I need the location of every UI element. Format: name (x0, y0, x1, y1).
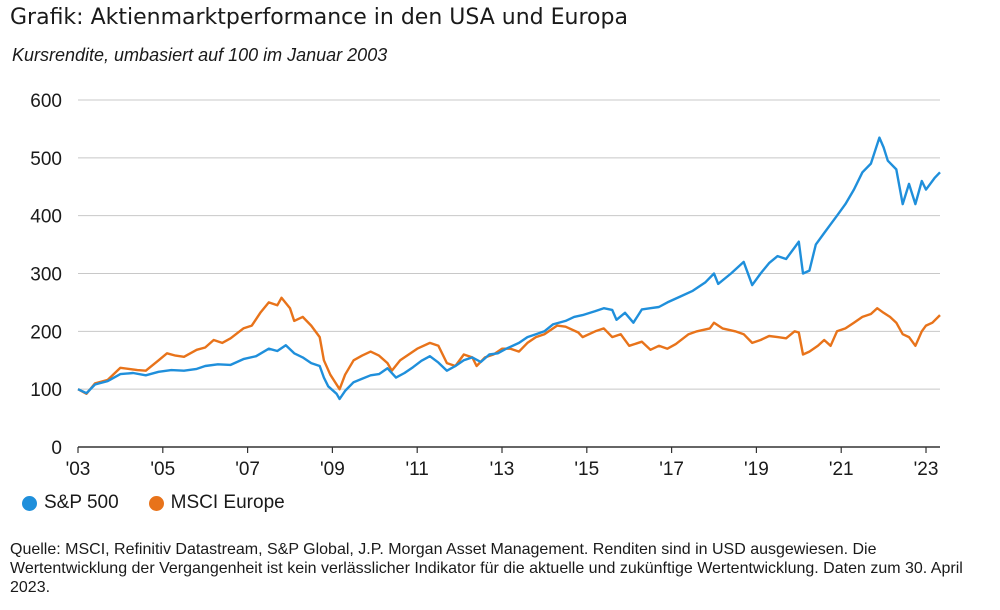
series-line-s-p-500 (77, 136, 941, 401)
grid-lines (78, 99, 940, 448)
x-axis-ticks: '03 '05 '07 '09 '11 '13 '15 '17 '19 '21 '23 (66, 447, 939, 480)
legend-item-sp500: S&P 500 (22, 492, 119, 514)
x-tick-label: '15 (574, 459, 599, 480)
series-lines (77, 136, 941, 401)
x-tick-label: '05 (150, 459, 175, 480)
x-tick-label: '09 (320, 459, 345, 480)
legend-dot-sp500 (22, 495, 37, 511)
y-tick-label: 600 (30, 91, 62, 112)
x-tick-label: '21 (829, 459, 854, 480)
legend: S&P 500 MSCI Europe (22, 492, 315, 514)
chart-subtitle: Kursrendite, umbasiert auf 100 im Januar… (12, 45, 388, 65)
x-tick-label: '11 (406, 459, 429, 480)
y-tick-label: 300 (30, 265, 62, 286)
x-tick-label: '19 (744, 459, 769, 480)
y-tick-label: 100 (30, 380, 62, 401)
y-tick-label: 0 (51, 438, 62, 459)
x-tick-label: '23 (914, 459, 939, 480)
line-chart: 0 100 200 300 400 500 600 '03 '05 '07 '09 '11 '13 '1… (30, 91, 941, 480)
chart-title: Grafik: Aktienmarktperformance in den US… (10, 5, 628, 30)
x-tick-label: '13 (490, 459, 515, 480)
source-note: Quelle: MSCI, Refinitiv Datastream, S&P … (10, 541, 963, 596)
y-axis-ticks: 0 100 200 300 400 500 600 (30, 91, 62, 459)
legend-item-msci-europe: MSCI Europe (148, 492, 285, 514)
x-tick-label: '07 (235, 459, 260, 480)
legend-label-sp500: S&P 500 (44, 492, 119, 513)
y-tick-label: 200 (30, 322, 62, 343)
legend-dot-msci-europe (148, 495, 164, 511)
series-line-msci-europe (77, 296, 941, 395)
x-tick-label: '17 (659, 459, 684, 480)
y-tick-label: 400 (30, 207, 62, 228)
y-tick-label: 500 (30, 149, 62, 170)
legend-label-msci-europe: MSCI Europe (170, 492, 285, 513)
x-tick-label: '03 (66, 459, 91, 480)
